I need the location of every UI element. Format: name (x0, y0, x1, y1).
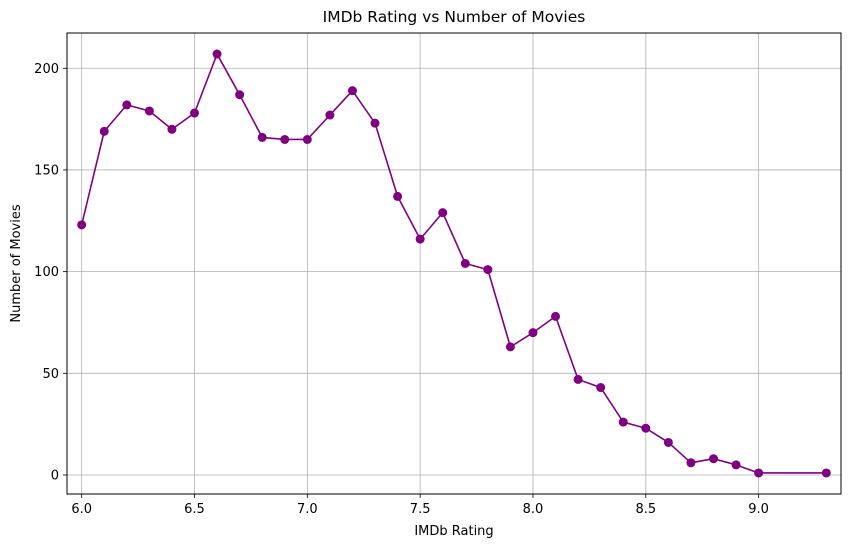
data-point (347, 86, 357, 96)
x-axis: 6.0 6.5 7.0 7.5 8.0 8.5 9.0 (71, 494, 769, 517)
data-point (77, 220, 87, 230)
data-point (325, 110, 335, 120)
x-tick-label: 8.0 (523, 502, 544, 517)
plot-frame (66, 32, 842, 495)
x-tick-label: 7.0 (297, 502, 318, 517)
data-point (393, 191, 403, 201)
data-point (686, 458, 696, 468)
data-point (280, 134, 290, 144)
x-tick-label: 8.5 (635, 502, 656, 517)
y-axis: 0 50 100 150 200 (34, 62, 67, 483)
data-point (663, 437, 673, 447)
plot-series (77, 49, 831, 478)
data-point (415, 234, 425, 244)
y-tick-label: 100 (34, 265, 59, 280)
y-tick-label: 150 (34, 163, 59, 178)
data-point (257, 132, 267, 142)
data-point (144, 106, 154, 116)
x-tick-label: 9.0 (748, 502, 769, 517)
data-point (212, 49, 222, 59)
data-point (573, 374, 583, 384)
data-point (641, 423, 651, 433)
data-point (438, 208, 448, 218)
data-point (483, 265, 493, 275)
data-point (99, 126, 109, 136)
grid (67, 33, 841, 494)
data-point (618, 417, 628, 427)
y-axis-label: Number of Movies (9, 204, 24, 322)
data-point (596, 383, 606, 393)
data-point (551, 311, 561, 321)
x-axis-label: IMDb Rating (414, 524, 493, 539)
data-point (122, 100, 132, 110)
data-point (370, 118, 380, 128)
y-tick-label: 50 (42, 367, 59, 382)
data-point (302, 134, 312, 144)
x-tick-label: 6.0 (71, 502, 92, 517)
y-tick-label: 0 (51, 468, 59, 483)
data-point (167, 124, 177, 134)
data-point (528, 328, 538, 338)
x-tick-label: 6.5 (184, 502, 205, 517)
chart-title: IMDb Rating vs Number of Movies (323, 8, 586, 26)
data-point (189, 108, 199, 118)
data-point (235, 90, 245, 100)
data-point (731, 460, 741, 470)
data-point (709, 454, 719, 464)
x-tick-label: 7.5 (410, 502, 431, 517)
data-point (821, 468, 831, 478)
y-tick-label: 200 (34, 62, 59, 77)
data-point (505, 342, 515, 352)
data-point (460, 259, 470, 268)
data-point (754, 468, 764, 478)
